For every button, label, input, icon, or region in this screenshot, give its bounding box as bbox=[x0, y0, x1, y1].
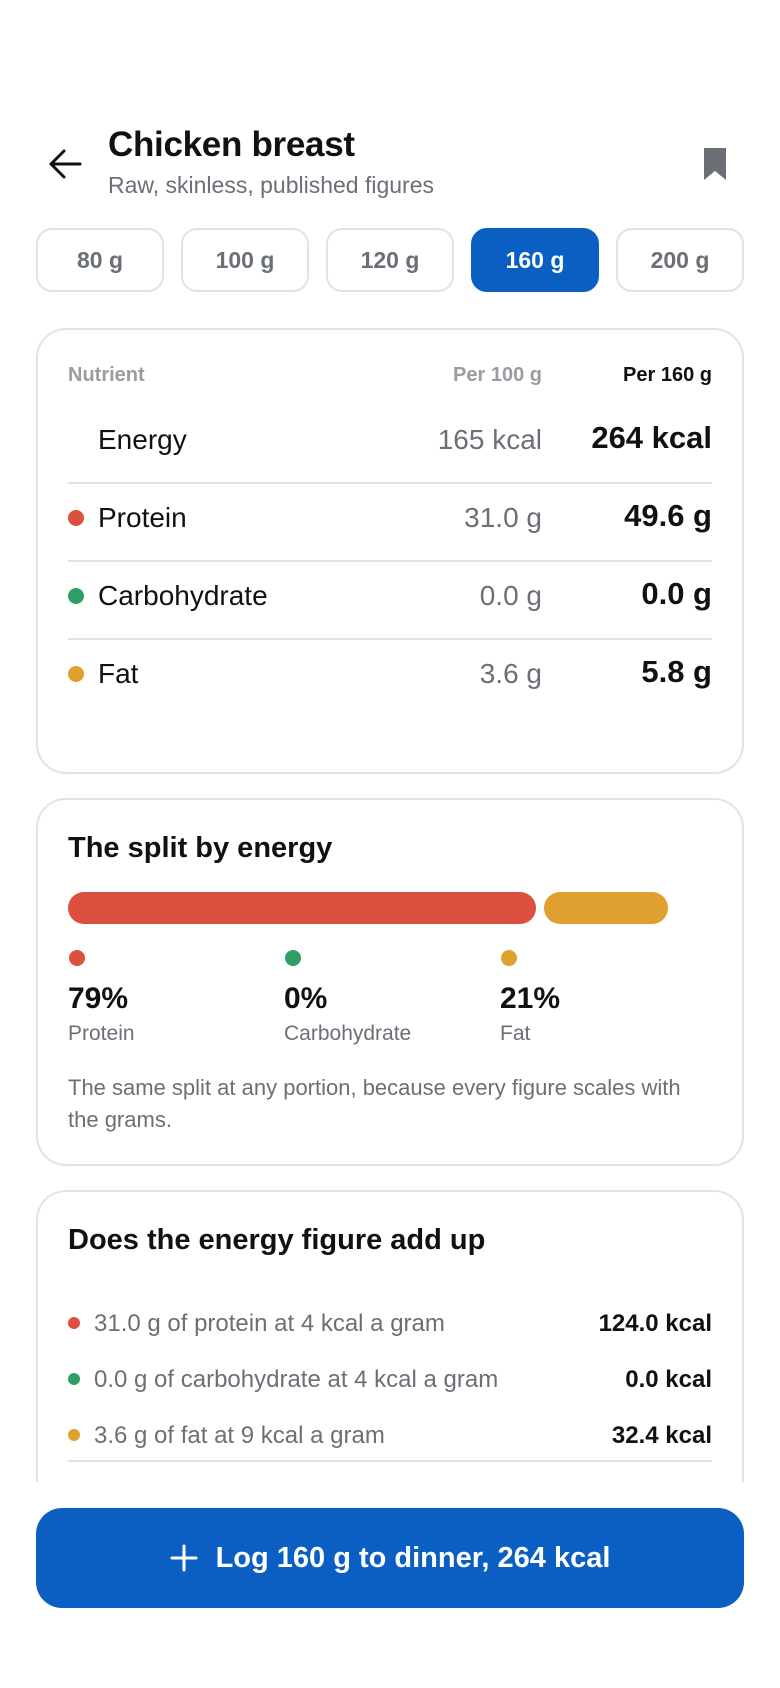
nutrient-per100: 0.0 g bbox=[479, 580, 542, 611]
protein-dot-icon bbox=[69, 950, 85, 966]
carbohydrate-dot-icon bbox=[285, 950, 301, 966]
split-note: The same split at any portion, because e… bbox=[68, 1075, 681, 1132]
legend-percent: 21% bbox=[500, 982, 561, 1015]
nutrient-per100: 31.0 g bbox=[464, 502, 542, 533]
nutrient-name: Protein bbox=[98, 502, 187, 533]
column-header-per-portion: Per 160 g bbox=[623, 364, 712, 386]
table-row-carbohydrate: Carbohydrate 0.0 g 0.0 g bbox=[68, 554, 712, 640]
fat-dot-icon bbox=[501, 950, 517, 966]
nutrient-per-portion: 49.6 g bbox=[624, 498, 712, 533]
energy-split-bar bbox=[68, 892, 716, 924]
table-row-energy: Energy 165 kcal 264 kcal bbox=[68, 398, 712, 484]
portion-chip[interactable]: 200 g bbox=[616, 228, 744, 292]
fat-dot-icon bbox=[68, 1429, 80, 1441]
divider bbox=[68, 1460, 712, 1462]
protein-dot-icon bbox=[68, 510, 84, 526]
nutrient-per-portion: 0.0 g bbox=[641, 576, 712, 611]
check-value: 32.4 kcal bbox=[611, 1422, 712, 1449]
log-portion-label: Log 160 g to dinner, 264 kcal bbox=[215, 1541, 611, 1574]
nutrient-per-portion: 264 kcal bbox=[591, 420, 712, 455]
legend-label: Protein bbox=[68, 1022, 135, 1045]
legend-percent: 79% bbox=[68, 982, 129, 1015]
fat-dot-icon bbox=[68, 666, 84, 682]
check-row-carbohydrate: 0.0 g of carbohydrate at 4 kcal a gram 0… bbox=[68, 1360, 712, 1400]
energy-split-card: The split by energy 79% Protein 0% Carbo… bbox=[36, 798, 744, 1166]
split-segment-fat bbox=[543, 892, 668, 924]
portion-chip[interactable]: 120 g bbox=[326, 228, 454, 292]
arrow-left-icon bbox=[49, 149, 82, 179]
nutrient-per-portion: 5.8 g bbox=[641, 654, 712, 689]
carbohydrate-dot-icon bbox=[68, 588, 84, 604]
nutrient-name: Energy bbox=[98, 424, 187, 455]
bookmark-icon bbox=[704, 148, 726, 180]
legend-item-fat: 21% Fat bbox=[500, 950, 715, 1046]
portion-chip[interactable]: 100 g bbox=[181, 228, 309, 292]
legend-item-protein: 79% Protein bbox=[68, 950, 283, 1046]
legend-label: Fat bbox=[500, 1022, 531, 1045]
back-button[interactable] bbox=[44, 142, 88, 186]
energy-check-card: Does the energy figure add up 31.0 g of … bbox=[36, 1190, 744, 1490]
check-row-protein: 31.0 g of protein at 4 kcal a gram 124.0… bbox=[68, 1304, 712, 1344]
table-header: Nutrient Per 100 g Per 160 g bbox=[68, 364, 712, 394]
page-title: Chicken breast bbox=[108, 125, 355, 164]
legend-percent: 0% bbox=[284, 982, 328, 1015]
legend-label: Carbohydrate bbox=[284, 1022, 412, 1045]
column-header-nutrient: Nutrient bbox=[68, 364, 145, 386]
check-text: 31.0 g of protein at 4 kcal a gram bbox=[94, 1310, 445, 1337]
check-value: 0.0 kcal bbox=[625, 1366, 712, 1393]
check-row-fat: 3.6 g of fat at 9 kcal a gram 32.4 kcal bbox=[68, 1416, 712, 1456]
plus-icon bbox=[170, 1544, 198, 1572]
table-row-fat: Fat 3.6 g 5.8 g bbox=[68, 632, 712, 716]
nutrient-name: Fat bbox=[98, 658, 139, 689]
portion-selector: 80 g 100 g 120 g 160 g 200 g bbox=[36, 228, 744, 296]
split-legend: 79% Protein 0% Carbohydrate 21% Fat bbox=[68, 950, 716, 1050]
nutrient-name: Carbohydrate bbox=[98, 580, 268, 611]
nutrient-per100: 3.6 g bbox=[479, 658, 542, 689]
check-title: Does the energy figure add up bbox=[68, 1224, 486, 1256]
check-text: 0.0 g of carbohydrate at 4 kcal a gram bbox=[94, 1366, 499, 1393]
column-header-per100: Per 100 g bbox=[453, 364, 542, 386]
bookmark-button[interactable] bbox=[700, 146, 730, 182]
portion-chip-selected[interactable]: 160 g bbox=[471, 228, 599, 292]
split-segment-protein bbox=[68, 892, 536, 924]
nutrient-per100: 165 kcal bbox=[437, 424, 542, 455]
bottom-action-bar: Log 160 g to dinner, 264 kcal bbox=[0, 1482, 780, 1688]
protein-dot-icon bbox=[68, 1317, 80, 1329]
check-value: 124.0 kcal bbox=[598, 1310, 712, 1337]
carbohydrate-dot-icon bbox=[68, 1373, 80, 1385]
table-row-protein: Protein 31.0 g 49.6 g bbox=[68, 476, 712, 562]
legend-item-carbohydrate: 0% Carbohydrate bbox=[284, 950, 499, 1046]
check-text: 3.6 g of fat at 9 kcal a gram bbox=[94, 1422, 385, 1449]
portion-chip[interactable]: 80 g bbox=[36, 228, 164, 292]
nutrient-table-card: Nutrient Per 100 g Per 160 g Energy 165 … bbox=[36, 328, 744, 774]
header: Chicken breast Raw, skinless, published … bbox=[0, 0, 780, 220]
split-title: The split by energy bbox=[68, 832, 333, 864]
log-portion-button[interactable]: Log 160 g to dinner, 264 kcal bbox=[36, 1508, 744, 1608]
page-subtitle: Raw, skinless, published figures bbox=[108, 172, 434, 198]
